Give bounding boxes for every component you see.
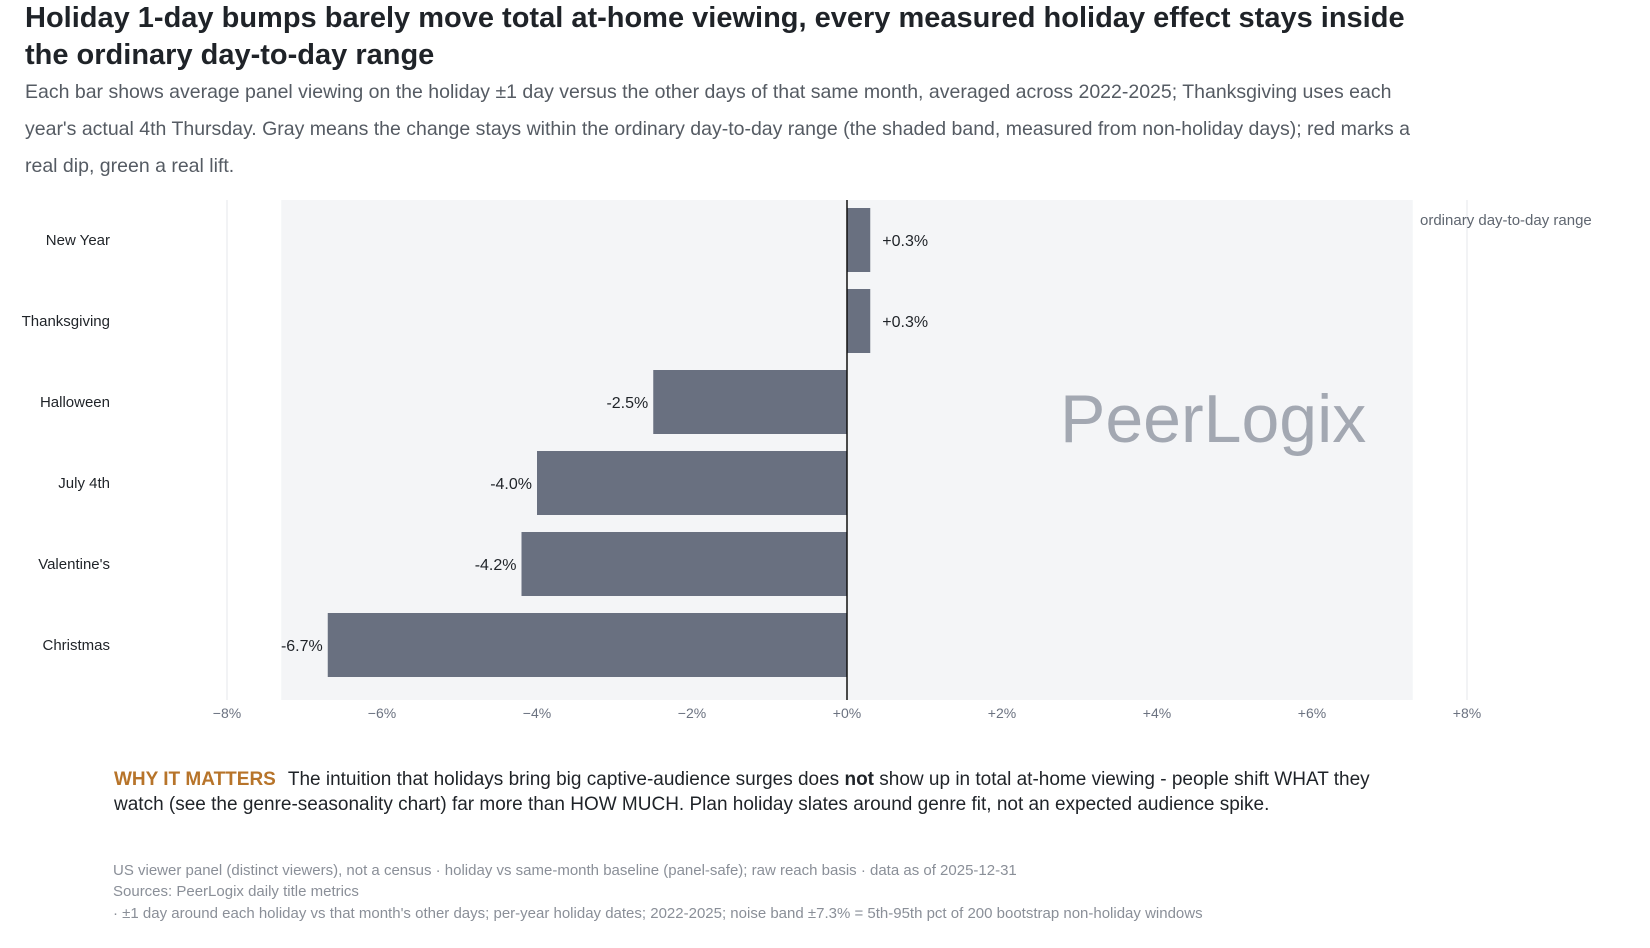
why-text-before: The intuition that holidays bring big ca… bbox=[287, 769, 845, 790]
category-label: July 4th bbox=[58, 475, 110, 492]
bar bbox=[537, 451, 847, 515]
bar bbox=[847, 208, 871, 272]
x-tick-label: +6% bbox=[1298, 705, 1326, 720]
watermark-logo: PeerLogix bbox=[1060, 381, 1366, 457]
footnote-panel: US viewer panel (distinct viewers), not … bbox=[113, 862, 1017, 879]
bar-layer bbox=[327, 200, 871, 700]
x-tick-label: +2% bbox=[988, 705, 1016, 720]
why-emphasis: not bbox=[844, 769, 875, 790]
value-label: -4.0% bbox=[490, 476, 532, 493]
category-label: Halloween bbox=[40, 394, 110, 411]
chart-subtitle: Each bar shows average panel viewing on … bbox=[25, 81, 1410, 177]
label-layer: −8% −6% −4% −2% +0% +2% +4% +6% +8% New Year +0.3%… bbox=[22, 232, 1482, 720]
x-tick-label: +0% bbox=[833, 705, 861, 720]
bar bbox=[653, 370, 847, 434]
bar bbox=[521, 532, 847, 596]
category-label: New Year bbox=[46, 232, 110, 249]
x-tick-label: −6% bbox=[368, 705, 396, 720]
category-label: Valentine's bbox=[38, 556, 110, 573]
holiday-bar-chart: −8% −6% −4% −2% +0% +2% +4% +6% +8% New Year +0.3%… bbox=[22, 200, 1592, 720]
x-tick-label: −2% bbox=[678, 705, 706, 720]
bar bbox=[327, 613, 847, 677]
x-tick-label: +8% bbox=[1453, 705, 1481, 720]
value-label: +0.3% bbox=[882, 314, 928, 331]
value-label: -2.5% bbox=[606, 395, 648, 412]
category-label: Thanksgiving bbox=[22, 313, 110, 330]
bar bbox=[847, 289, 871, 353]
x-tick-label: −4% bbox=[523, 705, 551, 720]
why-it-matters-tag: WHY IT MATTERS bbox=[114, 769, 276, 790]
category-label: Christmas bbox=[42, 637, 110, 654]
value-label: -4.2% bbox=[475, 557, 517, 574]
noise-band-label: ordinary day-to-day range bbox=[1420, 212, 1592, 229]
value-label: -6.7% bbox=[281, 638, 323, 655]
x-tick-label: −8% bbox=[213, 705, 241, 720]
value-label: +0.3% bbox=[882, 233, 928, 250]
why-it-matters: WHY IT MATTERS The intuition that holiday… bbox=[114, 767, 1384, 817]
chart-title: Holiday 1-day bumps barely move total at… bbox=[25, 2, 1405, 71]
why-text-after: show up in total at-home viewing - peopl… bbox=[114, 769, 1370, 815]
x-tick-label: +4% bbox=[1143, 705, 1171, 720]
footnote-sources: Sources: PeerLogix daily title metrics bbox=[113, 883, 359, 900]
footnote-method: · ±1 day around each holiday vs that mon… bbox=[113, 905, 1203, 922]
